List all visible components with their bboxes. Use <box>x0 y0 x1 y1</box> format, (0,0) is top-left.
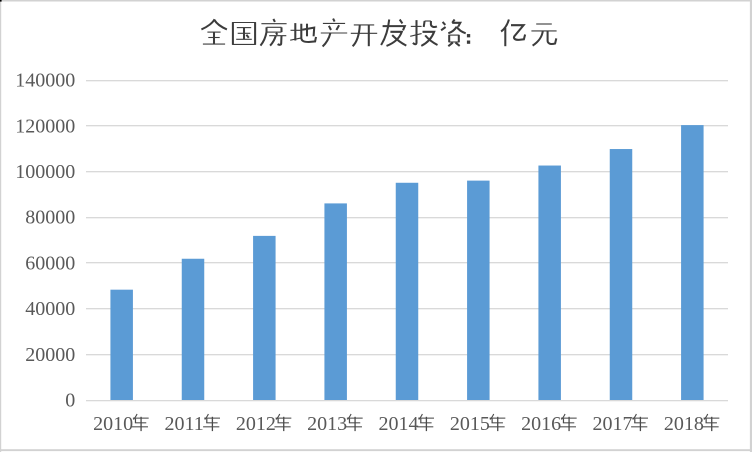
svg-text:120000: 120000 <box>15 115 75 137</box>
svg-text:2013: 2013 <box>307 413 347 435</box>
svg-text:140000: 140000 <box>15 70 75 92</box>
svg-text:2010: 2010 <box>93 413 133 435</box>
svg-text:0: 0 <box>65 390 75 412</box>
svg-text:2017: 2017 <box>593 413 633 435</box>
svg-text:2018: 2018 <box>664 413 704 435</box>
svg-text:60000: 60000 <box>25 252 75 274</box>
svg-text:2012: 2012 <box>236 413 276 435</box>
svg-text:2014: 2014 <box>379 413 419 435</box>
svg-text:2016: 2016 <box>521 413 561 435</box>
svg-text:100000: 100000 <box>15 161 75 183</box>
svg-text:20000: 20000 <box>25 344 75 366</box>
svg-text:2015: 2015 <box>450 413 490 435</box>
svg-text:40000: 40000 <box>25 298 75 320</box>
svg-text:80000: 80000 <box>25 207 75 229</box>
svg-text:2011: 2011 <box>165 413 204 435</box>
